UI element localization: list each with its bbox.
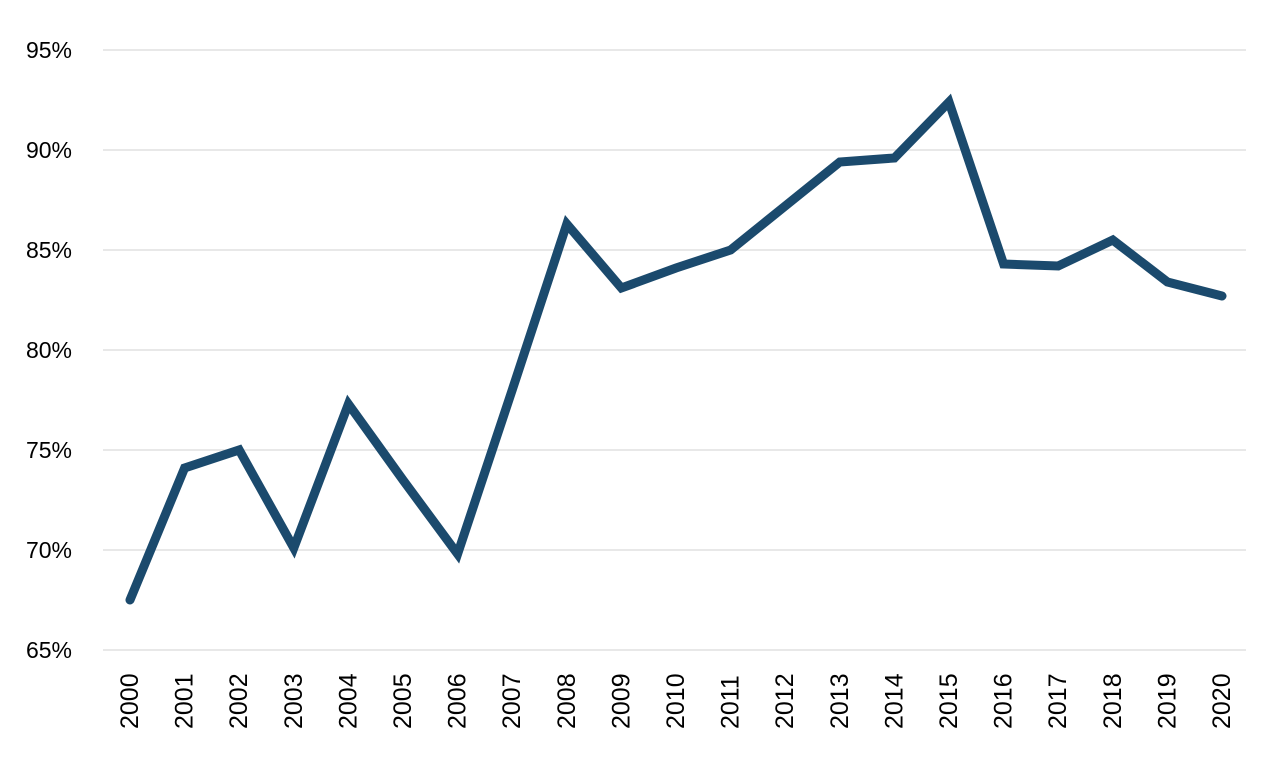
x-axis-tick-label: 2002 <box>225 673 253 729</box>
x-axis-tick-label: 2006 <box>444 673 472 729</box>
x-axis-tick-label: 2010 <box>662 673 690 729</box>
x-axis-tick-label: 2015 <box>935 673 963 729</box>
x-axis-tick-label: 2000 <box>116 673 144 729</box>
y-axis-tick-label: 70% <box>26 537 72 563</box>
y-axis-tick-label: 80% <box>26 337 72 363</box>
gridlines <box>103 49 1246 651</box>
x-axis-tick-label: 2001 <box>171 673 199 729</box>
x-axis-tick-label: 2009 <box>607 673 635 729</box>
y-axis-tick-label: 90% <box>26 137 72 163</box>
x-axis-tick-label: 2012 <box>771 673 799 729</box>
x-axis-tick-label: 2013 <box>826 673 854 729</box>
x-axis-tick-label: 2018 <box>1099 673 1127 729</box>
x-axis-tick-label: 2005 <box>389 673 417 729</box>
y-axis-tick-label: 95% <box>26 37 72 63</box>
y-axis-tick-label: 75% <box>26 437 72 463</box>
x-axis-tick-label: 2019 <box>1153 673 1181 729</box>
x-axis-tick-label: 2016 <box>990 673 1018 729</box>
series-line <box>125 93 1227 605</box>
x-axis-tick-labels: 2000 2001 2002 2003 2004 2005 2006 2007 2008 2009… <box>116 673 1236 729</box>
x-axis-tick-label: 2004 <box>334 673 362 729</box>
x-axis-tick-label: 2017 <box>1044 673 1072 729</box>
x-axis-tick-label: 2008 <box>553 673 581 729</box>
y-axis-tick-label: 85% <box>26 237 72 263</box>
y-axis-tick-labels: 95% 90% 85% 80% 75% 70% 65% <box>26 37 72 663</box>
x-axis-tick-label: 2020 <box>1208 673 1236 729</box>
x-axis-tick-label: 2011 <box>717 675 745 729</box>
x-axis-tick-label: 2014 <box>880 673 908 729</box>
y-axis-tick-label: 65% <box>26 637 72 663</box>
x-axis-tick-label: 2007 <box>498 673 526 729</box>
x-axis-tick-label: 2003 <box>280 673 308 729</box>
